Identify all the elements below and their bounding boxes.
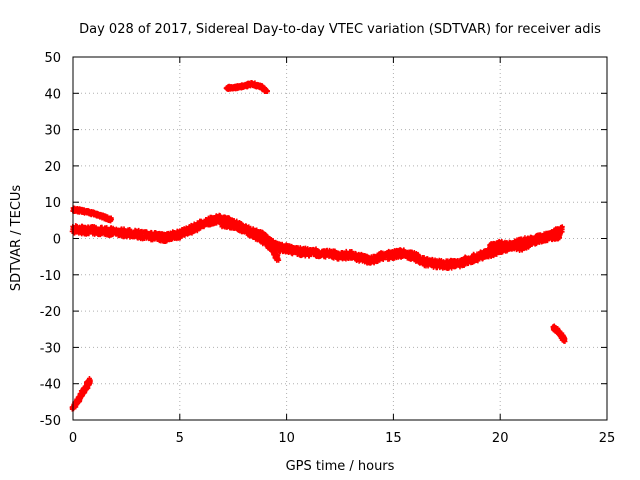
series-branch-start: [70, 205, 114, 224]
data-point: [559, 226, 565, 232]
x-tick-label: 10: [278, 431, 295, 446]
data-point: [275, 255, 281, 261]
series-branch-early: [69, 375, 93, 412]
y-tick-label: 40: [44, 87, 61, 102]
y-tick-label: -50: [40, 414, 61, 429]
series-branch-high: [223, 80, 270, 95]
y-tick-label: 10: [44, 196, 61, 211]
data-point: [87, 377, 93, 383]
x-tick-label: 15: [385, 431, 402, 446]
x-tick-label: 25: [599, 431, 616, 446]
data-point: [421, 255, 427, 261]
y-tick-label: 30: [44, 124, 61, 139]
chart-title: Day 028 of 2017, Sidereal Day-to-day VTE…: [79, 22, 601, 37]
y-axis-label: SDTVAR / TECUs: [9, 185, 24, 292]
data-point: [561, 337, 567, 343]
series-branch-late: [487, 224, 565, 254]
y-tick-label: 50: [44, 51, 61, 66]
series-main-track: [69, 212, 563, 271]
x-tick-label: 5: [176, 431, 184, 446]
x-tick-label: 20: [492, 431, 509, 446]
data-point: [108, 217, 114, 223]
axis-ticks: 0 5 10 15 20 25 -50 -40 -30 -20 -10 0 10 20 30 40 50: [40, 51, 616, 446]
series-branch-end: [550, 323, 568, 344]
data-point: [127, 228, 133, 234]
data-point: [264, 88, 270, 94]
y-tick-label: -20: [40, 305, 61, 320]
y-tick-label: 0: [53, 233, 61, 248]
series-branch-mid: [219, 218, 282, 263]
y-tick-label: -10: [40, 269, 61, 284]
data-point: [273, 252, 279, 258]
data-series: [69, 80, 568, 412]
y-tick-label: -30: [40, 341, 61, 356]
y-tick-label: -40: [40, 378, 61, 393]
x-tick-label: 0: [69, 431, 77, 446]
x-axis-label: GPS time / hours: [286, 459, 395, 474]
y-tick-label: 20: [44, 160, 61, 175]
